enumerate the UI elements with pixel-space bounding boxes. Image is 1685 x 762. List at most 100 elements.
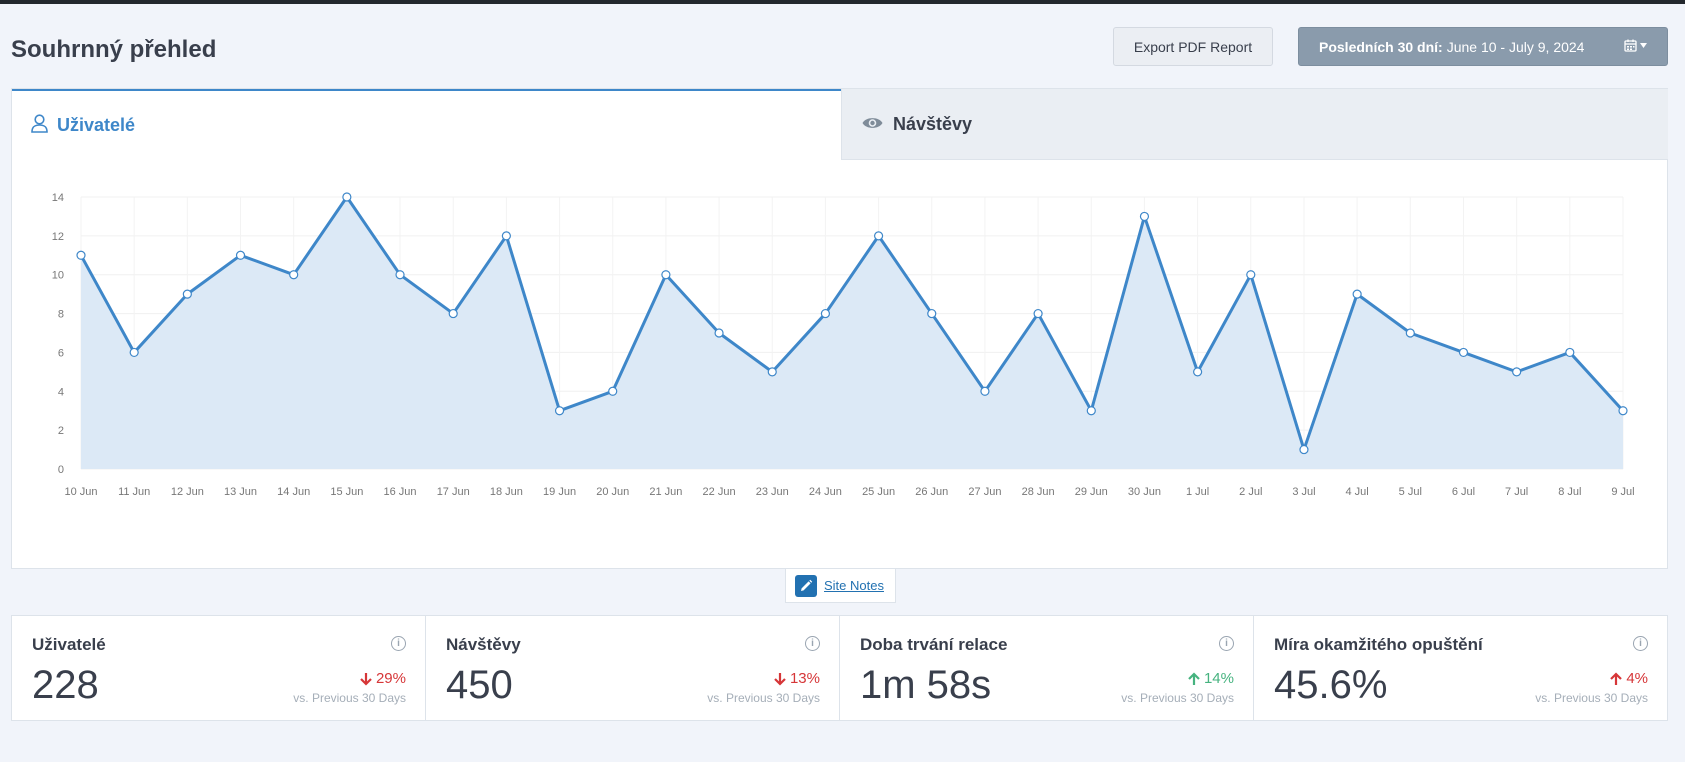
stat-value: 228 (32, 663, 99, 707)
info-icon[interactable]: i (391, 636, 406, 651)
x-tick-label: 23 Jun (756, 486, 789, 498)
stat-label: Návštěvy (446, 635, 521, 654)
x-tick-label: 24 Jun (809, 486, 842, 498)
tab-users[interactable]: Uživatelé (12, 89, 841, 160)
data-point (129, 347, 139, 358)
x-tick-label: 16 Jun (384, 486, 417, 498)
x-tick-label: 27 Jun (968, 486, 1001, 498)
stat-change: 4% (1610, 670, 1648, 687)
data-point (1405, 328, 1415, 338)
x-tick-label: 7 Jul (1505, 486, 1528, 498)
y-tick-label: 4 (58, 386, 64, 398)
data-point (501, 231, 511, 241)
date-range-prefix: Posledních 30 dní: (1319, 38, 1443, 55)
page-title: Souhrnný přehled (11, 36, 217, 63)
x-tick-label: 18 Jun (490, 486, 523, 498)
data-point (235, 250, 246, 260)
site-notes-button[interactable]: Site Notes (785, 569, 896, 603)
arrow-down-icon (774, 672, 786, 686)
data-point (1458, 347, 1469, 358)
x-tick-label: 20 Jun (596, 486, 629, 498)
data-point (1246, 270, 1256, 280)
stat-value: 45.6% (1274, 663, 1388, 707)
eye-icon (862, 114, 883, 135)
x-tick-label: 22 Jun (703, 486, 736, 498)
data-point (1086, 406, 1096, 416)
stats-row: Uživatelé i 228 29% vs. Previous 30 Days… (11, 615, 1668, 721)
y-tick-label: 10 (52, 270, 64, 282)
data-point (554, 406, 565, 416)
arrow-up-icon (1188, 671, 1200, 685)
x-tick-label: 6 Jul (1452, 486, 1475, 498)
data-point (182, 289, 192, 299)
info-icon[interactable]: i (805, 636, 820, 651)
data-point (873, 231, 884, 241)
arrow-up-icon (1610, 671, 1623, 685)
data-point (342, 192, 352, 202)
stat-bounce-rate: Míra okamžitého opuštění i 45.6% 4% vs. … (1254, 616, 1667, 720)
site-notes-label: Site Notes (824, 578, 884, 593)
x-tick-label: 11 Jun (118, 486, 150, 498)
x-tick-label: 26 Jun (915, 486, 948, 498)
data-point (1512, 367, 1522, 377)
x-tick-label: 28 Jun (1022, 486, 1055, 498)
stat-value: 450 (446, 663, 513, 707)
stat-session-duration: Doba trvání relace i 1m 58s 14% vs. Prev… (840, 616, 1254, 720)
caret-down-icon (1640, 43, 1647, 48)
x-tick-label: 25 Jun (862, 486, 895, 498)
user-icon (31, 113, 48, 138)
stat-visits: Návštěvy i 450 13% vs. Previous 30 Days (426, 616, 840, 720)
x-tick-label: 12 Jun (171, 486, 204, 498)
data-point (395, 270, 405, 280)
x-tick-label: 10 Jun (64, 486, 97, 498)
x-tick-label: 13 Jun (224, 486, 257, 498)
x-tick-label: 14 Jun (277, 486, 310, 498)
tab-visits[interactable]: Návštěvy (841, 89, 1668, 160)
pencil-icon (795, 574, 817, 597)
info-icon[interactable]: i (1219, 636, 1234, 651)
x-tick-label: 3 Jul (1292, 486, 1315, 498)
y-tick-label: 2 (58, 425, 64, 437)
date-range-button[interactable]: Posledních 30 dní: June 10 - July 9, 202… (1298, 27, 1668, 66)
x-tick-label: 19 Jun (543, 486, 576, 498)
stat-label: Míra okamžitého opuštění (1274, 635, 1483, 654)
tab-visits-label: Návštěvy (893, 113, 973, 134)
chart-card: Uživatelé Návštěvy 0 2 4 6 8 10 12 14 10 Jun 11 J… (11, 88, 1668, 569)
date-range-value: June 10 - July 9, 2024 (1446, 38, 1585, 55)
data-point (1193, 367, 1203, 377)
y-tick-label: 8 (58, 309, 64, 321)
calendar-icon (1624, 39, 1647, 52)
stat-label: Uživatelé (32, 635, 106, 654)
x-tick-label: 9 Jul (1611, 486, 1634, 498)
data-point (767, 367, 777, 377)
stat-compare: vs. Previous 30 Days (1121, 691, 1234, 705)
x-tick-label: 29 Jun (1075, 486, 1108, 498)
top-bar (0, 0, 1685, 4)
data-point (714, 328, 724, 338)
data-point (980, 386, 990, 396)
info-icon[interactable]: i (1633, 636, 1648, 651)
data-point (1618, 406, 1628, 416)
data-point (608, 386, 618, 396)
x-tick-label: 30 Jun (1128, 486, 1161, 498)
data-point (1139, 211, 1150, 222)
stat-change: 14% (1188, 670, 1234, 687)
users-line-chart: 0 2 4 6 8 10 12 14 10 Jun 11 Jun 12 Jun 13 Jun 14 Ju… (52, 192, 1635, 498)
stat-value: 1m 58s (860, 663, 992, 707)
x-tick-label: 21 Jun (649, 486, 682, 498)
y-tick-label: 6 (58, 347, 64, 359)
area-fill (81, 197, 1623, 469)
tab-users-label: Uživatelé (57, 115, 136, 135)
y-tick-label: 0 (58, 464, 64, 476)
data-point (1565, 347, 1575, 358)
x-tick-label: 8 Jul (1558, 486, 1581, 498)
x-tick-label: 15 Jun (330, 486, 363, 498)
data-point (1033, 308, 1043, 319)
arrow-down-icon (360, 672, 372, 686)
stat-change: 13% (774, 670, 820, 687)
stat-users: Uživatelé i 228 29% vs. Previous 30 Days (12, 616, 426, 720)
stat-compare: vs. Previous 30 Days (707, 691, 820, 705)
export-pdf-button[interactable]: Export PDF Report (1113, 27, 1273, 66)
stat-compare: vs. Previous 30 Days (1535, 691, 1648, 705)
x-tick-label: 2 Jul (1239, 486, 1262, 498)
